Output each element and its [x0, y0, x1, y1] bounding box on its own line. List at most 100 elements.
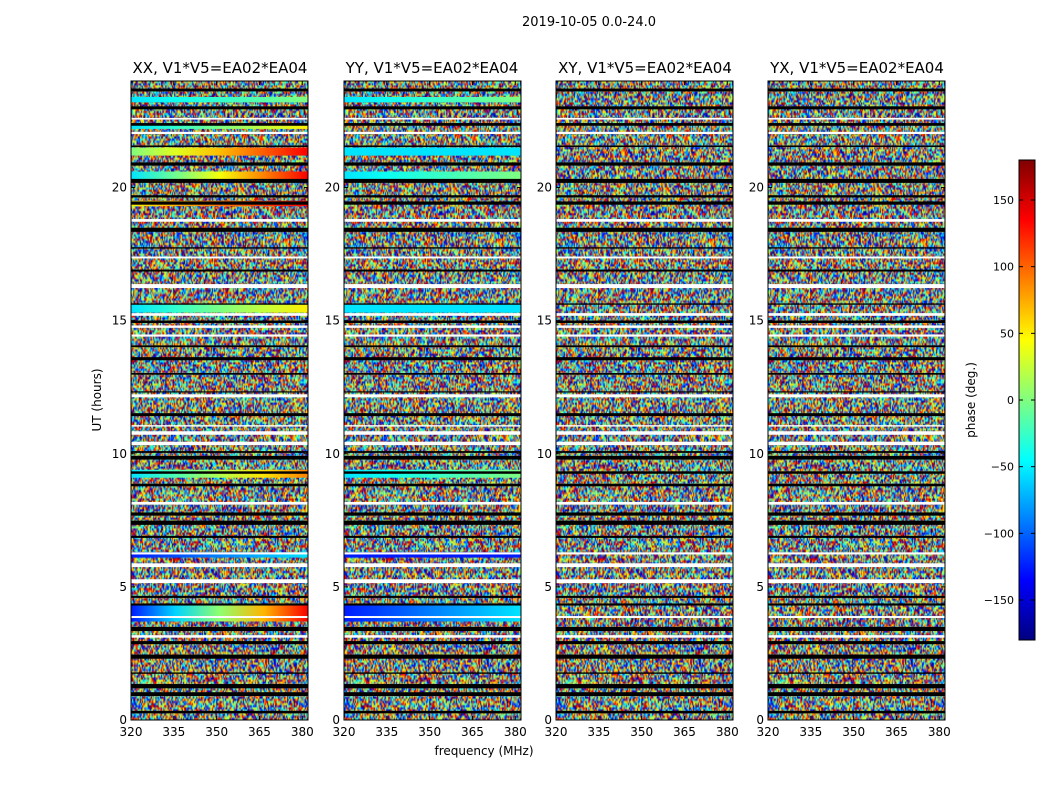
flagged-row — [768, 219, 945, 222]
coherent-phase-band — [131, 552, 308, 558]
flagged-row — [556, 535, 733, 538]
flagged-row — [556, 425, 733, 427]
flagged-row — [556, 501, 733, 505]
y-tick-label: 20 — [749, 181, 764, 195]
flagged-row — [768, 441, 945, 446]
flagged-row — [344, 520, 521, 525]
flagged-row — [344, 595, 521, 598]
y-tick-label: 15 — [749, 314, 764, 328]
flagged-row — [344, 195, 521, 198]
plot-frame — [130, 80, 309, 721]
flagged-row — [344, 219, 521, 222]
flagged-row — [556, 106, 733, 110]
flagged-row — [556, 201, 733, 205]
flagged-row — [344, 145, 521, 148]
flagged-row — [344, 431, 521, 435]
flagged-row — [768, 535, 945, 538]
flagged-row — [344, 201, 521, 205]
coherent-phase-band — [131, 147, 308, 156]
flagged-row — [344, 501, 521, 505]
flagged-row — [768, 131, 945, 135]
flagged-row — [556, 284, 733, 289]
flagged-row — [556, 219, 733, 222]
flagged-row — [131, 345, 308, 348]
flagged-row — [768, 345, 945, 348]
flagged-row — [344, 616, 521, 619]
flagged-row — [768, 471, 945, 474]
waterfall-plot-yy: 320 335 350 365 380 0 5 10 15 20 — [325, 80, 527, 739]
y-tick-label: 0 — [544, 713, 552, 727]
colorbar-label: phase (deg.) — [964, 362, 978, 438]
flagged-row — [768, 616, 945, 619]
flagged-row — [556, 391, 733, 393]
flagged-row — [344, 117, 521, 120]
flagged-row — [556, 227, 733, 232]
flagged-row — [768, 579, 945, 584]
waterfall-plot-xy: 320 335 350 365 380 0 5 10 15 20 — [537, 80, 739, 739]
waterfall-plot-xx: 320 335 350 365 380 0 5 10 15 20 — [112, 80, 314, 739]
flagged-row — [556, 595, 733, 598]
flagged-row — [768, 334, 945, 337]
flagged-row — [344, 455, 521, 460]
flagged-row — [131, 654, 308, 659]
flagged-row — [344, 269, 521, 272]
colorbar-tick-label: −50 — [991, 461, 1014, 474]
flagged-row — [768, 313, 945, 316]
flagged-row — [768, 178, 945, 183]
flagged-row — [344, 357, 521, 361]
flagged-row — [768, 117, 945, 120]
flagged-row — [768, 123, 945, 126]
flagged-row — [556, 247, 733, 249]
flagged-row — [556, 451, 733, 453]
x-tick-label: 350 — [842, 725, 865, 739]
flagged-row — [556, 162, 733, 166]
flagged-row — [768, 501, 945, 505]
flagged-row — [768, 654, 945, 659]
flagged-row — [131, 684, 308, 689]
flagged-row — [131, 603, 308, 606]
flagged-row — [768, 710, 945, 714]
flagged-row — [768, 512, 945, 516]
flagged-row — [344, 512, 521, 516]
y-tick-label: 5 — [544, 580, 552, 594]
flagged-row — [556, 357, 733, 361]
flagged-row — [768, 603, 945, 606]
flagged-row — [768, 563, 945, 568]
flagged-row — [556, 579, 733, 584]
y-tick-label: 15 — [325, 314, 340, 328]
flagged-row — [556, 684, 733, 689]
x-tick-label: 320 — [333, 725, 356, 739]
flagged-row — [556, 88, 733, 92]
flagged-row — [131, 501, 308, 505]
flagged-row — [768, 684, 945, 689]
flagged-row — [768, 357, 945, 361]
coherent-phase-band — [344, 304, 521, 313]
y-tick-label: 20 — [537, 181, 552, 195]
flagged-row — [344, 603, 521, 606]
flagged-row — [768, 552, 945, 555]
y-tick-label: 0 — [119, 713, 127, 727]
plot-frame — [343, 80, 522, 721]
coherent-phase-band — [344, 147, 521, 156]
panel-yy: YY, V1*V5=EA02*EA04 320 335 350 365 380 0 5 10 1… — [325, 59, 527, 739]
flagged-row — [556, 512, 733, 516]
x-tick-label: 335 — [375, 725, 398, 739]
colorbar-tick-label: −150 — [984, 594, 1014, 607]
x-tick-label: 380 — [504, 725, 527, 739]
y-axis-label: UT (hours) — [90, 368, 104, 431]
flagged-row — [131, 162, 308, 166]
coherent-phase-band — [344, 552, 521, 558]
flagged-row — [344, 320, 521, 324]
panel-yx: YX, V1*V5=EA02*EA04 320 335 350 365 380 0 5 10 1… — [749, 59, 951, 739]
flagged-row — [556, 325, 733, 328]
flagged-row — [131, 131, 308, 135]
flagged-row — [556, 313, 733, 316]
flagged-row — [556, 672, 733, 674]
flagged-row — [556, 520, 733, 525]
flagged-row — [556, 455, 733, 460]
flagged-row — [131, 303, 308, 305]
y-tick-label: 5 — [119, 580, 127, 594]
flagged-row — [556, 117, 733, 120]
y-tick-label: 15 — [112, 314, 127, 328]
flagged-row — [344, 552, 521, 555]
